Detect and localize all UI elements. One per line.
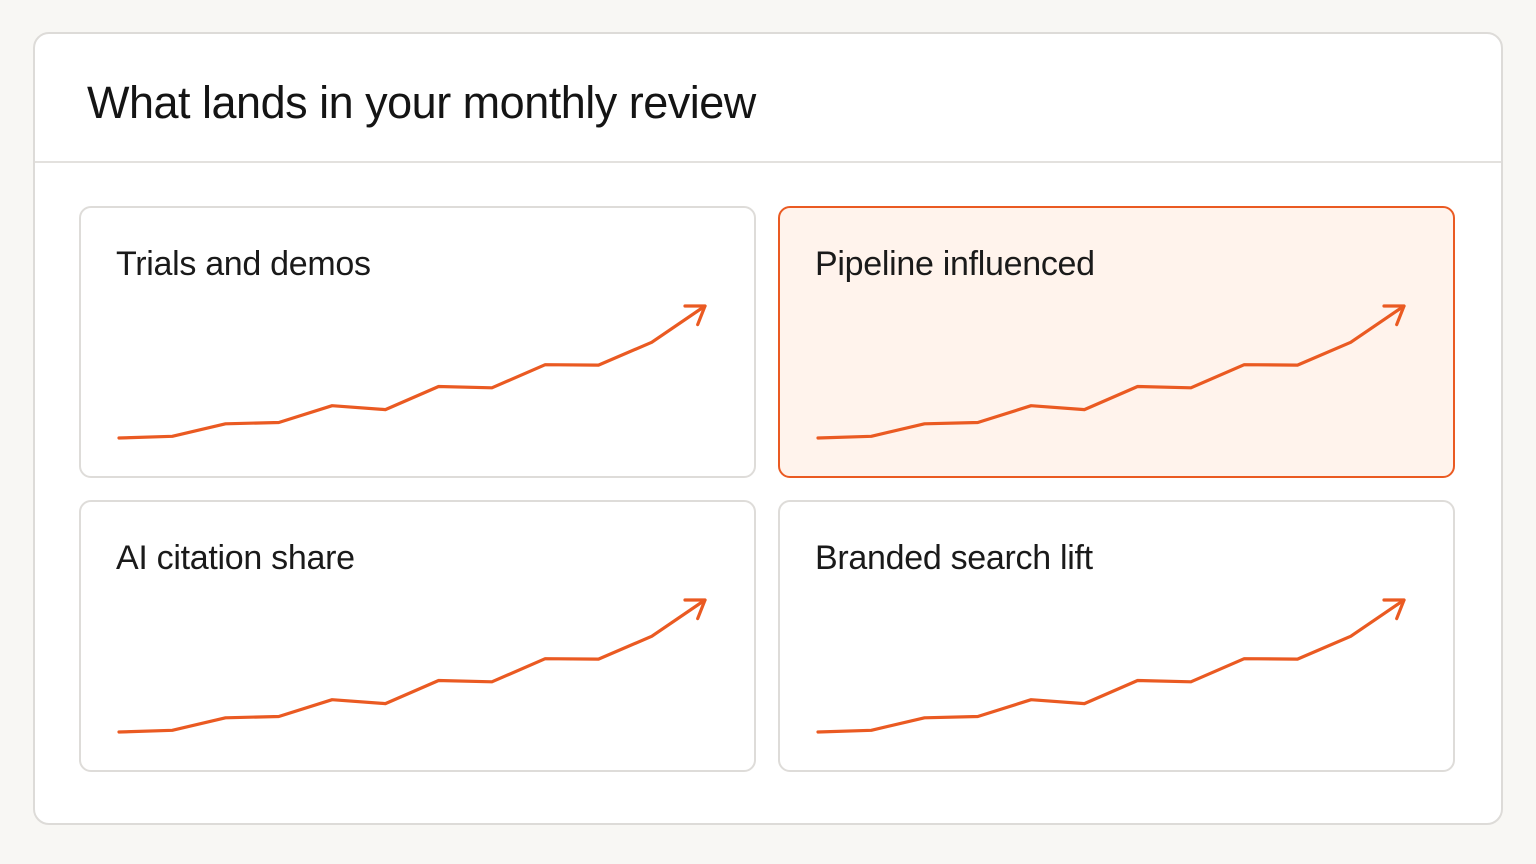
panel-header: What lands in your monthly review [35,34,1501,163]
monthly-review-panel: What lands in your monthly review Trials… [33,32,1503,825]
trend-line [117,304,707,440]
trend-chart [117,304,707,440]
trend-line [117,598,707,734]
trend-chart [816,598,1406,734]
metric-card-pipeline-influenced: Pipeline influenced [778,206,1455,478]
trend-line [816,598,1406,734]
card-title: Pipeline influenced [815,245,1095,283]
trend-chart [816,304,1406,440]
page-title: What lands in your monthly review [87,77,756,128]
arrow-head-icon [1382,304,1406,327]
card-title: Branded search lift [815,539,1093,577]
trend-chart [117,598,707,734]
arrow-head-icon [683,304,707,327]
card-title: Trials and demos [116,245,371,283]
metric-card-ai-citation-share: AI citation share [79,500,756,772]
arrow-head-icon [1382,598,1406,621]
metric-card-trials-and-demos: Trials and demos [79,206,756,478]
arrow-head-icon [683,598,707,621]
trend-line [816,304,1406,440]
card-title: AI citation share [116,539,355,577]
metric-card-branded-search-lift: Branded search lift [778,500,1455,772]
